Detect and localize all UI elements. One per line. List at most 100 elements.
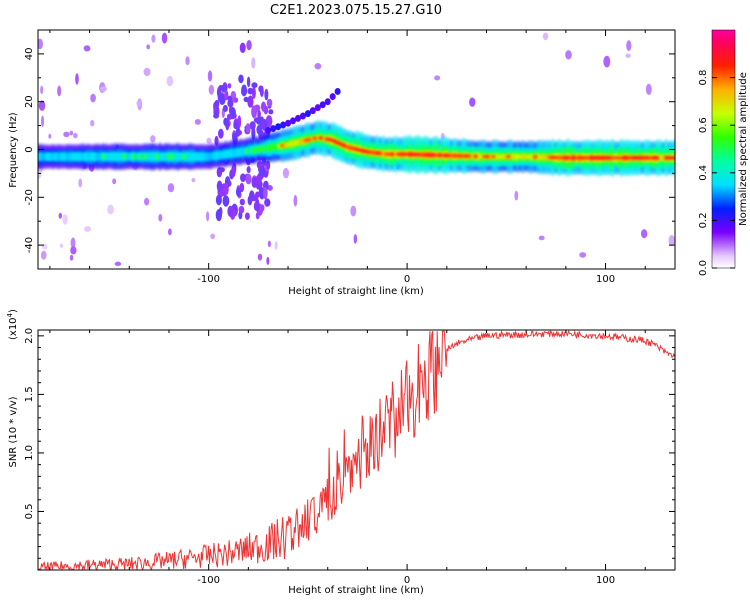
spectrogram-speckle bbox=[645, 83, 652, 95]
spectrogram-speckle bbox=[267, 184, 273, 191]
spectrogram-cell bbox=[467, 154, 472, 158]
spectrogram-cell bbox=[306, 138, 312, 142]
colorbar-tick-label: 0.0 bbox=[698, 260, 709, 276]
spectrogram-speckle bbox=[208, 84, 215, 95]
spectrogram-cell bbox=[390, 152, 395, 156]
spectrogram-speckle bbox=[70, 237, 76, 248]
spectrogram-secondary-blob bbox=[304, 110, 311, 118]
spectrogram-cell bbox=[512, 154, 517, 160]
snr-ytick-label: 1.0 bbox=[24, 445, 35, 461]
spectrogram-speckle bbox=[514, 190, 519, 201]
spectrogram-speckle bbox=[255, 198, 260, 212]
spectrogram-speckle bbox=[227, 205, 234, 218]
spectrogram-speckle bbox=[158, 213, 163, 222]
spectrogram-cell bbox=[437, 153, 443, 158]
spectrogram-speckle bbox=[90, 93, 96, 103]
spectrogram-speckle bbox=[83, 45, 91, 52]
spectrogram-speckle bbox=[222, 104, 228, 113]
spectrogram-speckle bbox=[266, 98, 273, 107]
spectrogram-cell bbox=[131, 153, 136, 160]
spectrogram-speckle bbox=[72, 132, 78, 139]
colorbar-tick-label: 0.8 bbox=[698, 70, 709, 86]
spectrogram-speckle bbox=[224, 90, 229, 101]
spectrogram-speckle bbox=[255, 211, 260, 220]
spectrogram-speckle bbox=[245, 173, 252, 185]
spectrogram-speckle bbox=[227, 83, 232, 89]
spectrogram-speckle bbox=[112, 178, 117, 185]
spectrogram-cell bbox=[142, 153, 148, 160]
spectrogram-speckle bbox=[469, 97, 476, 107]
spectrogram-cell bbox=[654, 156, 660, 160]
spectrogram-speckle bbox=[207, 70, 213, 82]
spectrogram-speckle bbox=[251, 82, 258, 89]
colorbar-label: Normalized spectral amplitude bbox=[738, 72, 749, 226]
spectrogram-cell bbox=[92, 151, 97, 162]
spectrogram-speckle bbox=[434, 75, 441, 81]
spectrogram-speckle bbox=[247, 95, 254, 108]
figure-title: C2E1.2023.075.15.27.G10 bbox=[270, 3, 442, 18]
spectrogram-speckle bbox=[282, 167, 290, 179]
spectrogram-speckle bbox=[235, 187, 242, 197]
spectrogram-speckle bbox=[210, 233, 216, 240]
spectrogram-speckle bbox=[167, 183, 175, 193]
spectrogram-speckle bbox=[253, 117, 260, 123]
spectrogram-cell bbox=[62, 151, 67, 162]
spectrogram-cell bbox=[53, 151, 59, 162]
spectrogram-cell bbox=[83, 151, 88, 162]
spectrogram-speckle bbox=[538, 235, 545, 241]
spectrogram-speckle bbox=[233, 122, 239, 130]
spectrogram-speckle bbox=[264, 198, 271, 207]
spectrogram-speckle bbox=[668, 234, 675, 247]
spectrogram-cell bbox=[401, 152, 407, 157]
spectrogram-speckle bbox=[63, 131, 70, 138]
spectrogram-secondary-blob bbox=[270, 125, 277, 133]
spectrogram-secondary-blob bbox=[319, 101, 326, 109]
spectrogram-speckle bbox=[246, 39, 252, 51]
spectrogram-cell bbox=[485, 155, 490, 159]
spectrogram-speckle bbox=[350, 205, 357, 217]
spectrogram-speckle bbox=[107, 204, 114, 215]
spectrogram-image bbox=[38, 32, 675, 267]
spectrogram-ytick-label: 0 bbox=[24, 146, 35, 152]
spectrogram-ytick-label: -40 bbox=[24, 237, 35, 253]
colorbar-tick-label: 0.4 bbox=[698, 165, 709, 181]
spectrogram-secondary-blob bbox=[329, 93, 336, 101]
snr-ytick-label: 1.5 bbox=[24, 386, 35, 402]
spectrogram-speckle bbox=[206, 137, 212, 144]
spectrogram-speckle bbox=[227, 95, 233, 102]
spectrogram-speckle bbox=[166, 75, 174, 87]
spectrogram-speckle bbox=[260, 101, 267, 112]
spectrogram-xtick-label: 0 bbox=[404, 274, 410, 285]
spectrogram-speckle bbox=[223, 183, 229, 196]
spectrogram-scatter bbox=[38, 32, 675, 267]
spectrogram-speckle bbox=[256, 124, 263, 135]
spectrogram-speckle bbox=[255, 191, 260, 198]
spectrogram-xtick-label: -100 bbox=[197, 274, 220, 285]
snr-multiplier: (x104) bbox=[6, 309, 19, 340]
spectrogram-cell bbox=[137, 153, 142, 160]
spectrogram-speckle bbox=[251, 57, 256, 69]
colorbar-ticks: 0.0 0.2 0.4 0.6 0.8 bbox=[698, 70, 735, 276]
spectrogram-speckle bbox=[62, 214, 68, 225]
snr-multiplier-exp: 4 bbox=[6, 312, 14, 317]
spectrogram-speckle bbox=[256, 183, 261, 190]
spectrogram-cell bbox=[666, 156, 672, 160]
spectrogram-cell bbox=[122, 153, 127, 160]
spectrogram-secondary-blob bbox=[324, 98, 331, 106]
spectrogram-cell bbox=[169, 153, 175, 160]
spectrogram-speckle bbox=[38, 38, 43, 50]
spectrogram-speckle bbox=[579, 252, 587, 258]
spectrogram-speckle bbox=[243, 96, 249, 103]
spectrogram-cell bbox=[38, 151, 44, 162]
spectrogram-speckle bbox=[238, 205, 245, 214]
spectrogram-speckle bbox=[216, 167, 223, 178]
spectrogram-speckle bbox=[244, 212, 250, 220]
colorbar-tick-label: 0.2 bbox=[698, 212, 709, 228]
spectrogram-speckle bbox=[75, 73, 79, 85]
spectrogram-speckle bbox=[57, 85, 62, 97]
spectrogram-cell bbox=[318, 136, 323, 140]
spectrogram-speckle bbox=[267, 240, 272, 248]
spectrogram-cell bbox=[378, 151, 383, 156]
spectrogram-speckle bbox=[227, 180, 232, 187]
spectrogram-secondary-blob bbox=[334, 87, 341, 95]
